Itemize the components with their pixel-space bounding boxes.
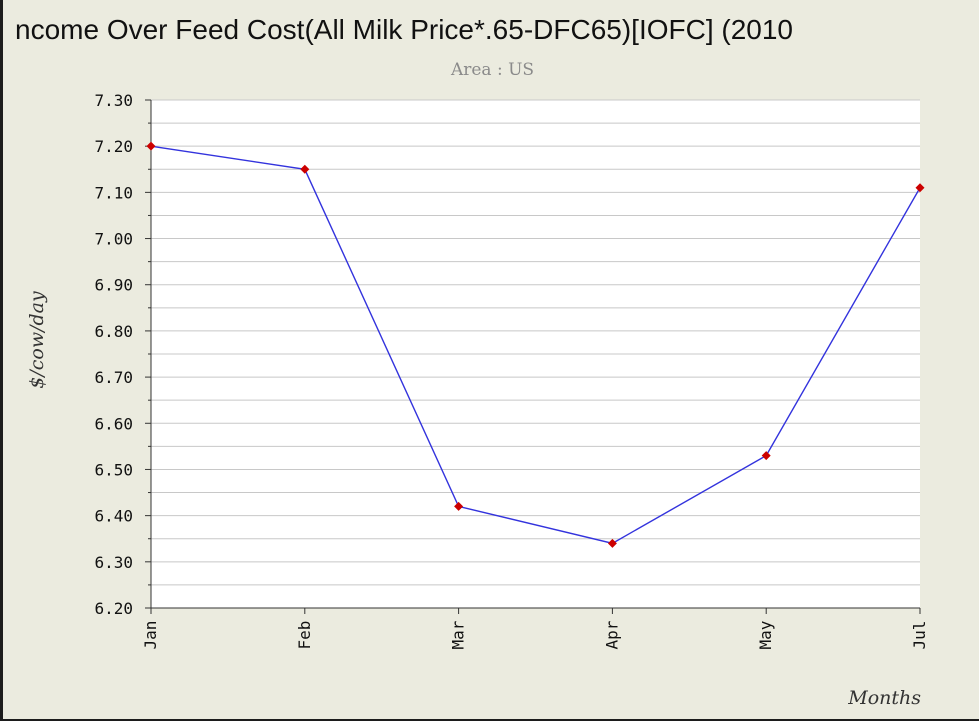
series-line — [150, 145, 921, 545]
chart-subtitle: Area : US — [450, 60, 535, 80]
y-tick-label: 7.20 — [94, 137, 133, 156]
y-tick-label: 6.40 — [94, 507, 133, 526]
y-tick-label: 6.30 — [94, 553, 133, 572]
y-axis-label: $/cow/day — [26, 291, 48, 389]
data-point — [761, 451, 771, 461]
x-tick-label: Mar — [449, 620, 468, 649]
y-tick-label: 6.70 — [94, 368, 133, 387]
data-point — [607, 538, 617, 548]
y-tick-label: 7.30 — [94, 91, 133, 110]
y-tick-label: 6.90 — [94, 276, 133, 295]
x-axis-ticks: Jan Feb Mar Apr May Jul — [141, 608, 929, 649]
x-axis-label: Months — [847, 687, 921, 709]
y-axis-ticks: 6.20 6.30 6.40 6.50 6.60 6.70 6.80 6.90 7.00 7.10… — [94, 91, 151, 618]
y-tick-label: 6.60 — [94, 414, 133, 433]
x-tick-label: Jan — [141, 621, 160, 650]
y-tick-label: 7.00 — [94, 230, 133, 249]
y-tick-label: 6.20 — [94, 599, 133, 618]
data-point — [300, 164, 310, 174]
x-tick-label: Jul — [910, 621, 929, 650]
chart-title: ncome Over Feed Cost(All Milk Price*.65-… — [15, 14, 793, 45]
series-group — [146, 141, 925, 548]
y-tick-label: 6.80 — [94, 322, 133, 341]
x-tick-label: Apr — [602, 620, 621, 649]
line-chart: 6.20 6.30 6.40 6.50 6.60 6.70 6.80 6.90 7.00 7.10… — [26, 91, 929, 709]
x-tick-label: Feb — [295, 621, 314, 650]
data-point — [915, 183, 925, 193]
y-tick-label: 6.50 — [94, 460, 133, 479]
data-point — [454, 501, 464, 511]
grid-lines — [151, 99, 920, 609]
y-tick-label: 7.10 — [94, 183, 133, 202]
x-tick-label: May — [756, 620, 775, 649]
data-point — [146, 141, 156, 151]
